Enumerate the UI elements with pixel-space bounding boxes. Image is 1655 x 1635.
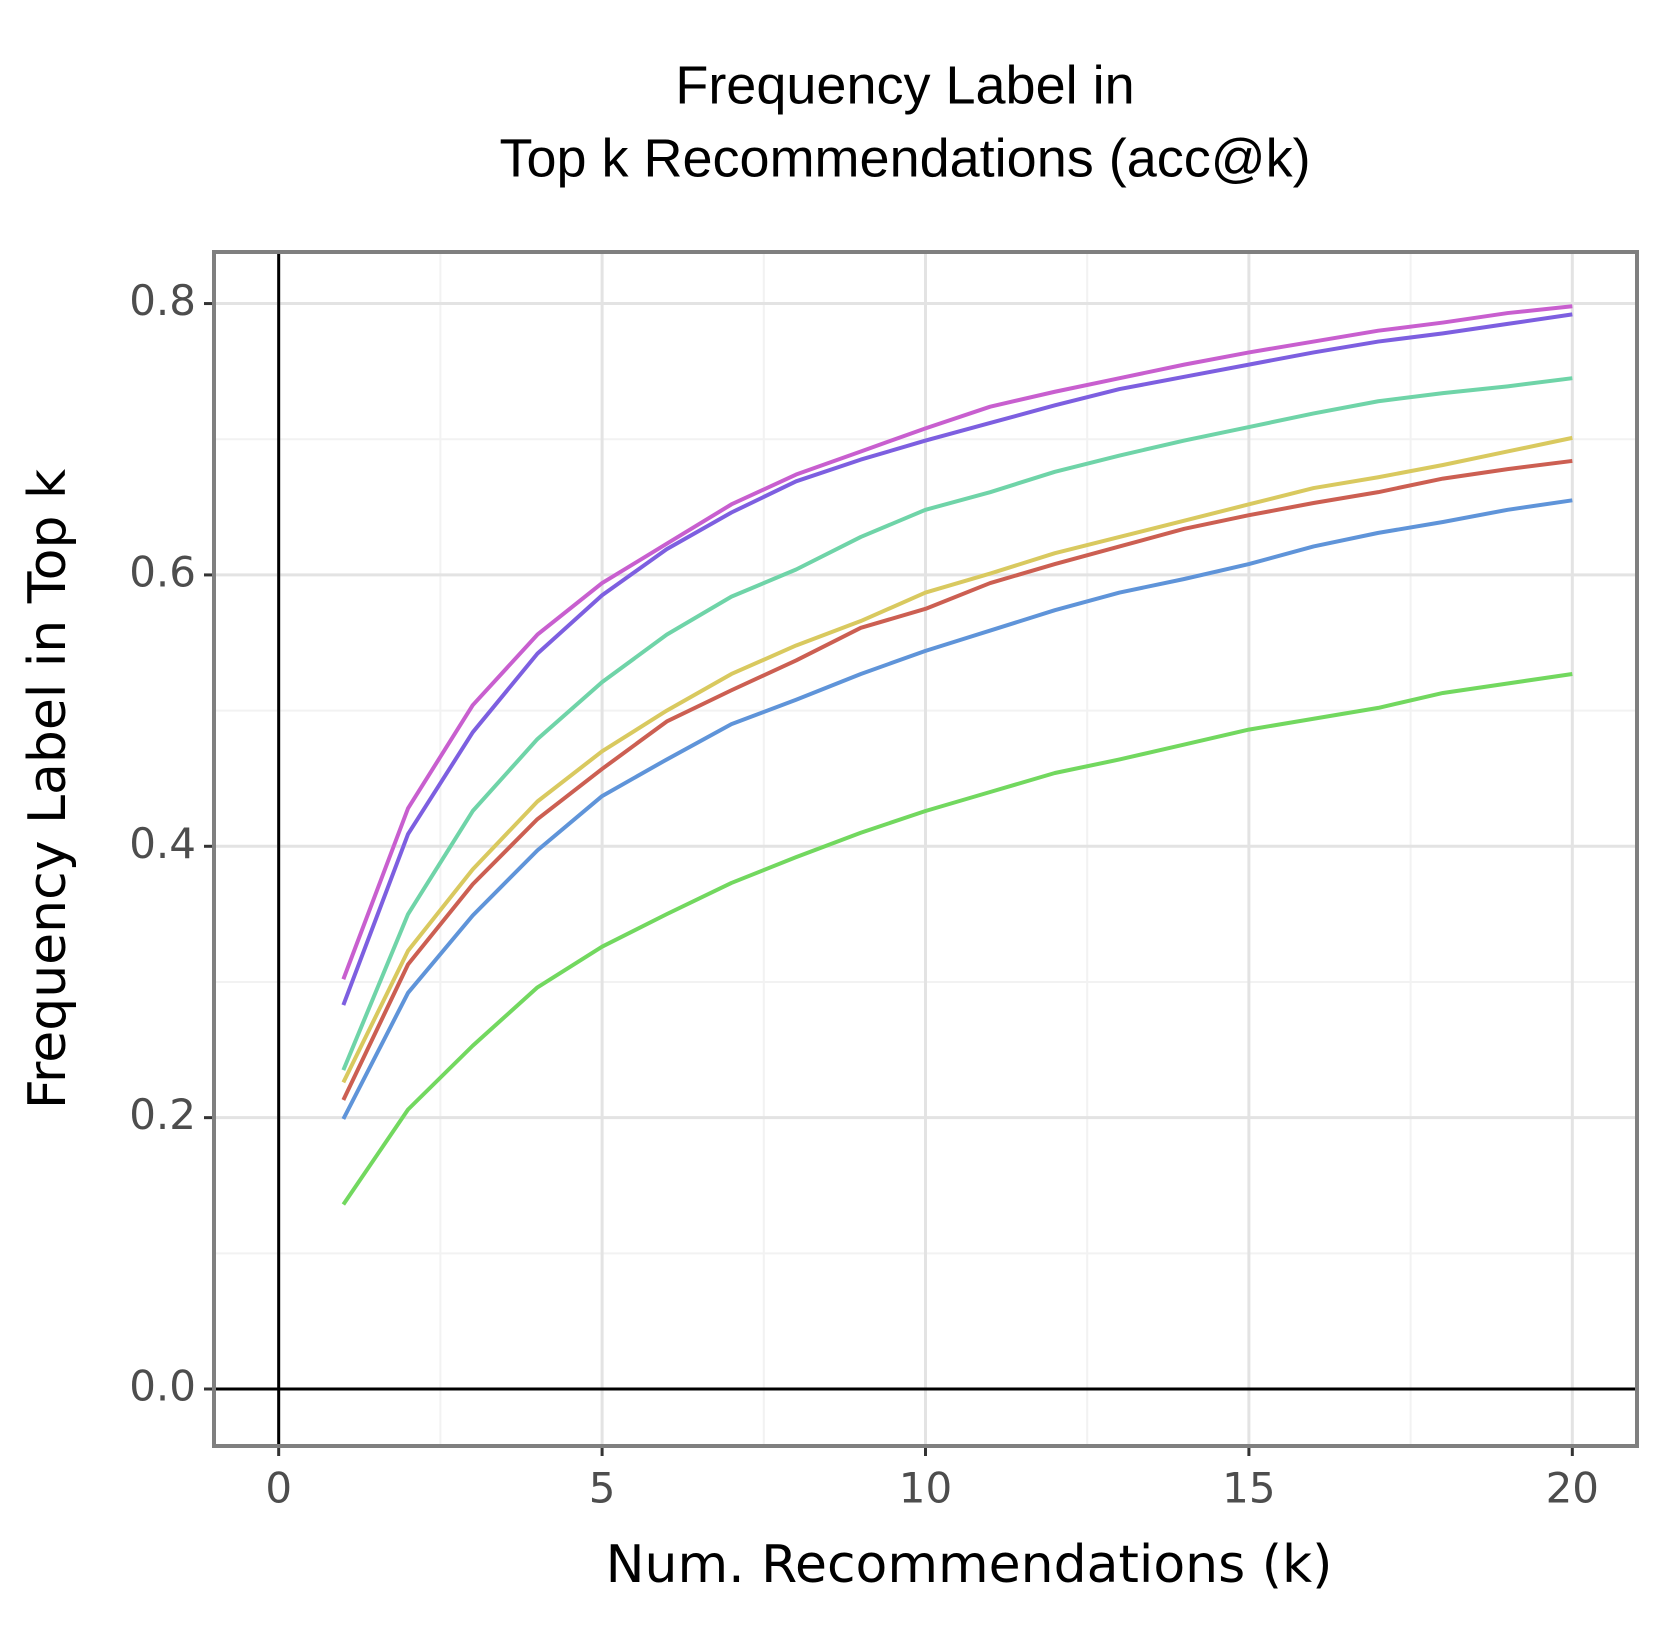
line-series	[341, 435, 1573, 1084]
y-axis-label: Frequency Label in Top k	[18, 469, 78, 1109]
y-tick-label: 0.2	[129, 1090, 196, 1139]
line-series	[341, 458, 1573, 1101]
y-tick-label: 0.0	[129, 1362, 196, 1411]
plot-border	[212, 250, 1639, 1448]
x-tick-label: 0	[265, 1464, 292, 1513]
x-tick-label: 10	[899, 1464, 952, 1513]
y-tick-label: 0.6	[129, 547, 196, 596]
line-series	[341, 304, 1573, 980]
line-series	[341, 376, 1573, 1071]
y-tick-label: 0.4	[129, 819, 196, 868]
line-series	[341, 312, 1573, 1006]
chart-title: Frequency Label in	[675, 55, 1134, 115]
x-tick-label: 20	[1546, 1464, 1599, 1513]
x-axis-label: Num. Recommendations (k)	[606, 1535, 1333, 1595]
line-series	[341, 498, 1573, 1120]
line-series	[341, 671, 1573, 1206]
x-tick-label: 5	[589, 1464, 616, 1513]
chart-title: Top k Recommendations (acc@k)	[499, 128, 1310, 188]
x-tick-label: 15	[1222, 1464, 1275, 1513]
y-tick-label: 0.8	[129, 276, 196, 325]
